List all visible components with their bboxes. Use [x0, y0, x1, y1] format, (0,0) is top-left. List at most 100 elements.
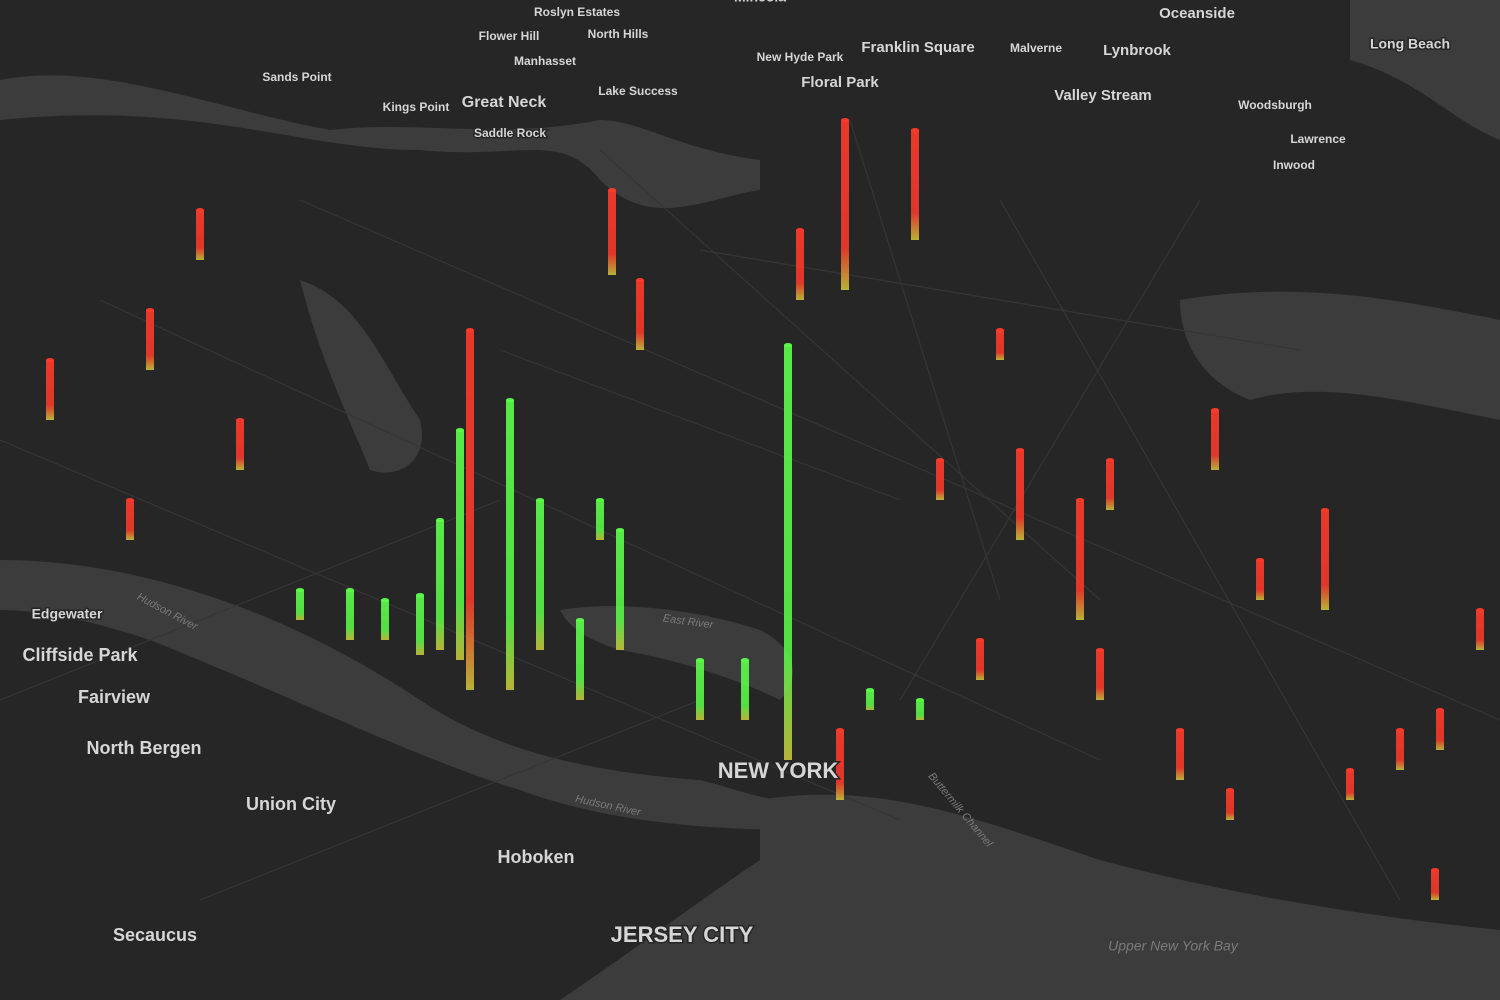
place-label: Flower Hill — [479, 29, 540, 43]
place-label: New Hyde Park — [757, 50, 844, 64]
place-label: Roslyn Estates — [534, 5, 620, 19]
bar-top — [1436, 708, 1444, 712]
water-label: Upper New York Bay — [1108, 938, 1239, 954]
bar-top — [996, 328, 1004, 332]
bar-top — [608, 188, 616, 192]
bar-top — [1321, 508, 1329, 512]
place-label: Great Neck — [462, 94, 547, 111]
sound — [0, 75, 760, 209]
bar-top — [911, 128, 919, 132]
bar-top — [596, 498, 604, 502]
bar-top — [196, 208, 204, 212]
bar — [841, 120, 849, 290]
ocean-ne — [1350, 0, 1500, 140]
place-label: North Bergen — [86, 738, 201, 758]
upper-bay — [560, 794, 1500, 1000]
bar — [1431, 870, 1439, 900]
bar-top — [1431, 868, 1439, 872]
bar — [1076, 500, 1084, 620]
bar-top — [381, 598, 389, 602]
bar — [866, 690, 874, 710]
bar — [1346, 770, 1354, 800]
bar — [911, 130, 919, 240]
place-label: Secaucus — [113, 925, 197, 945]
bar-top — [576, 618, 584, 622]
place-label: Union City — [246, 794, 336, 814]
place-label: Manhasset — [514, 54, 576, 68]
bar — [436, 520, 444, 650]
bar-top — [1396, 728, 1404, 732]
bar — [1106, 460, 1114, 510]
bar — [1226, 790, 1234, 820]
bar-top — [1016, 448, 1024, 452]
bar-top — [636, 278, 644, 282]
place-label: Woodsburgh — [1238, 98, 1312, 112]
labels: Mineola Roslyn Estates Flower Hill North Hi… — [21, 0, 1452, 954]
bar-top — [46, 358, 54, 362]
bar — [976, 640, 984, 680]
place-label: Franklin Square — [861, 39, 974, 56]
bar — [381, 600, 389, 640]
place-label: Sands Point — [262, 70, 331, 84]
bar — [936, 460, 944, 500]
bar — [536, 500, 544, 650]
bar — [608, 190, 616, 275]
bar — [1396, 730, 1404, 770]
bar — [741, 660, 749, 720]
bar-top — [456, 428, 464, 432]
hudson — [0, 560, 800, 830]
bar-top — [1211, 408, 1219, 412]
place-label: Edgewater — [32, 606, 103, 622]
bar-top — [146, 308, 154, 312]
bar — [296, 590, 304, 620]
bar — [506, 400, 514, 690]
place-label: North Hills — [588, 27, 649, 41]
bar-top — [346, 588, 354, 592]
place-label: Mineola — [734, 0, 786, 5]
bar — [616, 530, 624, 650]
bar-top — [866, 688, 874, 692]
bar-top — [1346, 768, 1354, 772]
bar — [1096, 650, 1104, 700]
bar — [346, 590, 354, 640]
bar — [196, 210, 204, 260]
bar-top — [936, 458, 944, 462]
river-bronx — [300, 280, 422, 473]
bar — [1476, 610, 1484, 650]
bar-top — [506, 398, 514, 402]
bar-top — [616, 528, 624, 532]
place-label: Long Beach — [1370, 36, 1450, 52]
bar — [1016, 450, 1024, 540]
bar-top — [836, 728, 844, 732]
bar-top — [1106, 458, 1114, 462]
bar-top — [784, 343, 792, 347]
bar-top — [416, 593, 424, 597]
bar-top — [1476, 608, 1484, 612]
place-label: Valley Stream — [1054, 87, 1152, 104]
bar — [1436, 710, 1444, 750]
bar-top — [126, 498, 134, 502]
place-label: Floral Park — [801, 74, 879, 91]
place-label: Malverne — [1010, 41, 1062, 55]
place-label: Oceanside — [1159, 5, 1235, 22]
place-label: Lawrence — [1290, 132, 1346, 146]
place-label: Cliffside Park — [22, 645, 138, 665]
bars — [46, 118, 1484, 900]
bar — [596, 500, 604, 540]
place-label: Fairview — [78, 687, 151, 707]
bar-top — [976, 638, 984, 642]
bar-top — [696, 658, 704, 662]
bar — [836, 730, 844, 800]
bar — [416, 595, 424, 655]
bar — [916, 700, 924, 720]
place-label: Hoboken — [497, 847, 574, 867]
bar-top — [1076, 498, 1084, 502]
bar — [1321, 510, 1329, 610]
place-label: NEW YORK — [718, 758, 839, 783]
bar — [1211, 410, 1219, 470]
bar-top — [236, 418, 244, 422]
place-label: Kings Point — [383, 100, 450, 114]
